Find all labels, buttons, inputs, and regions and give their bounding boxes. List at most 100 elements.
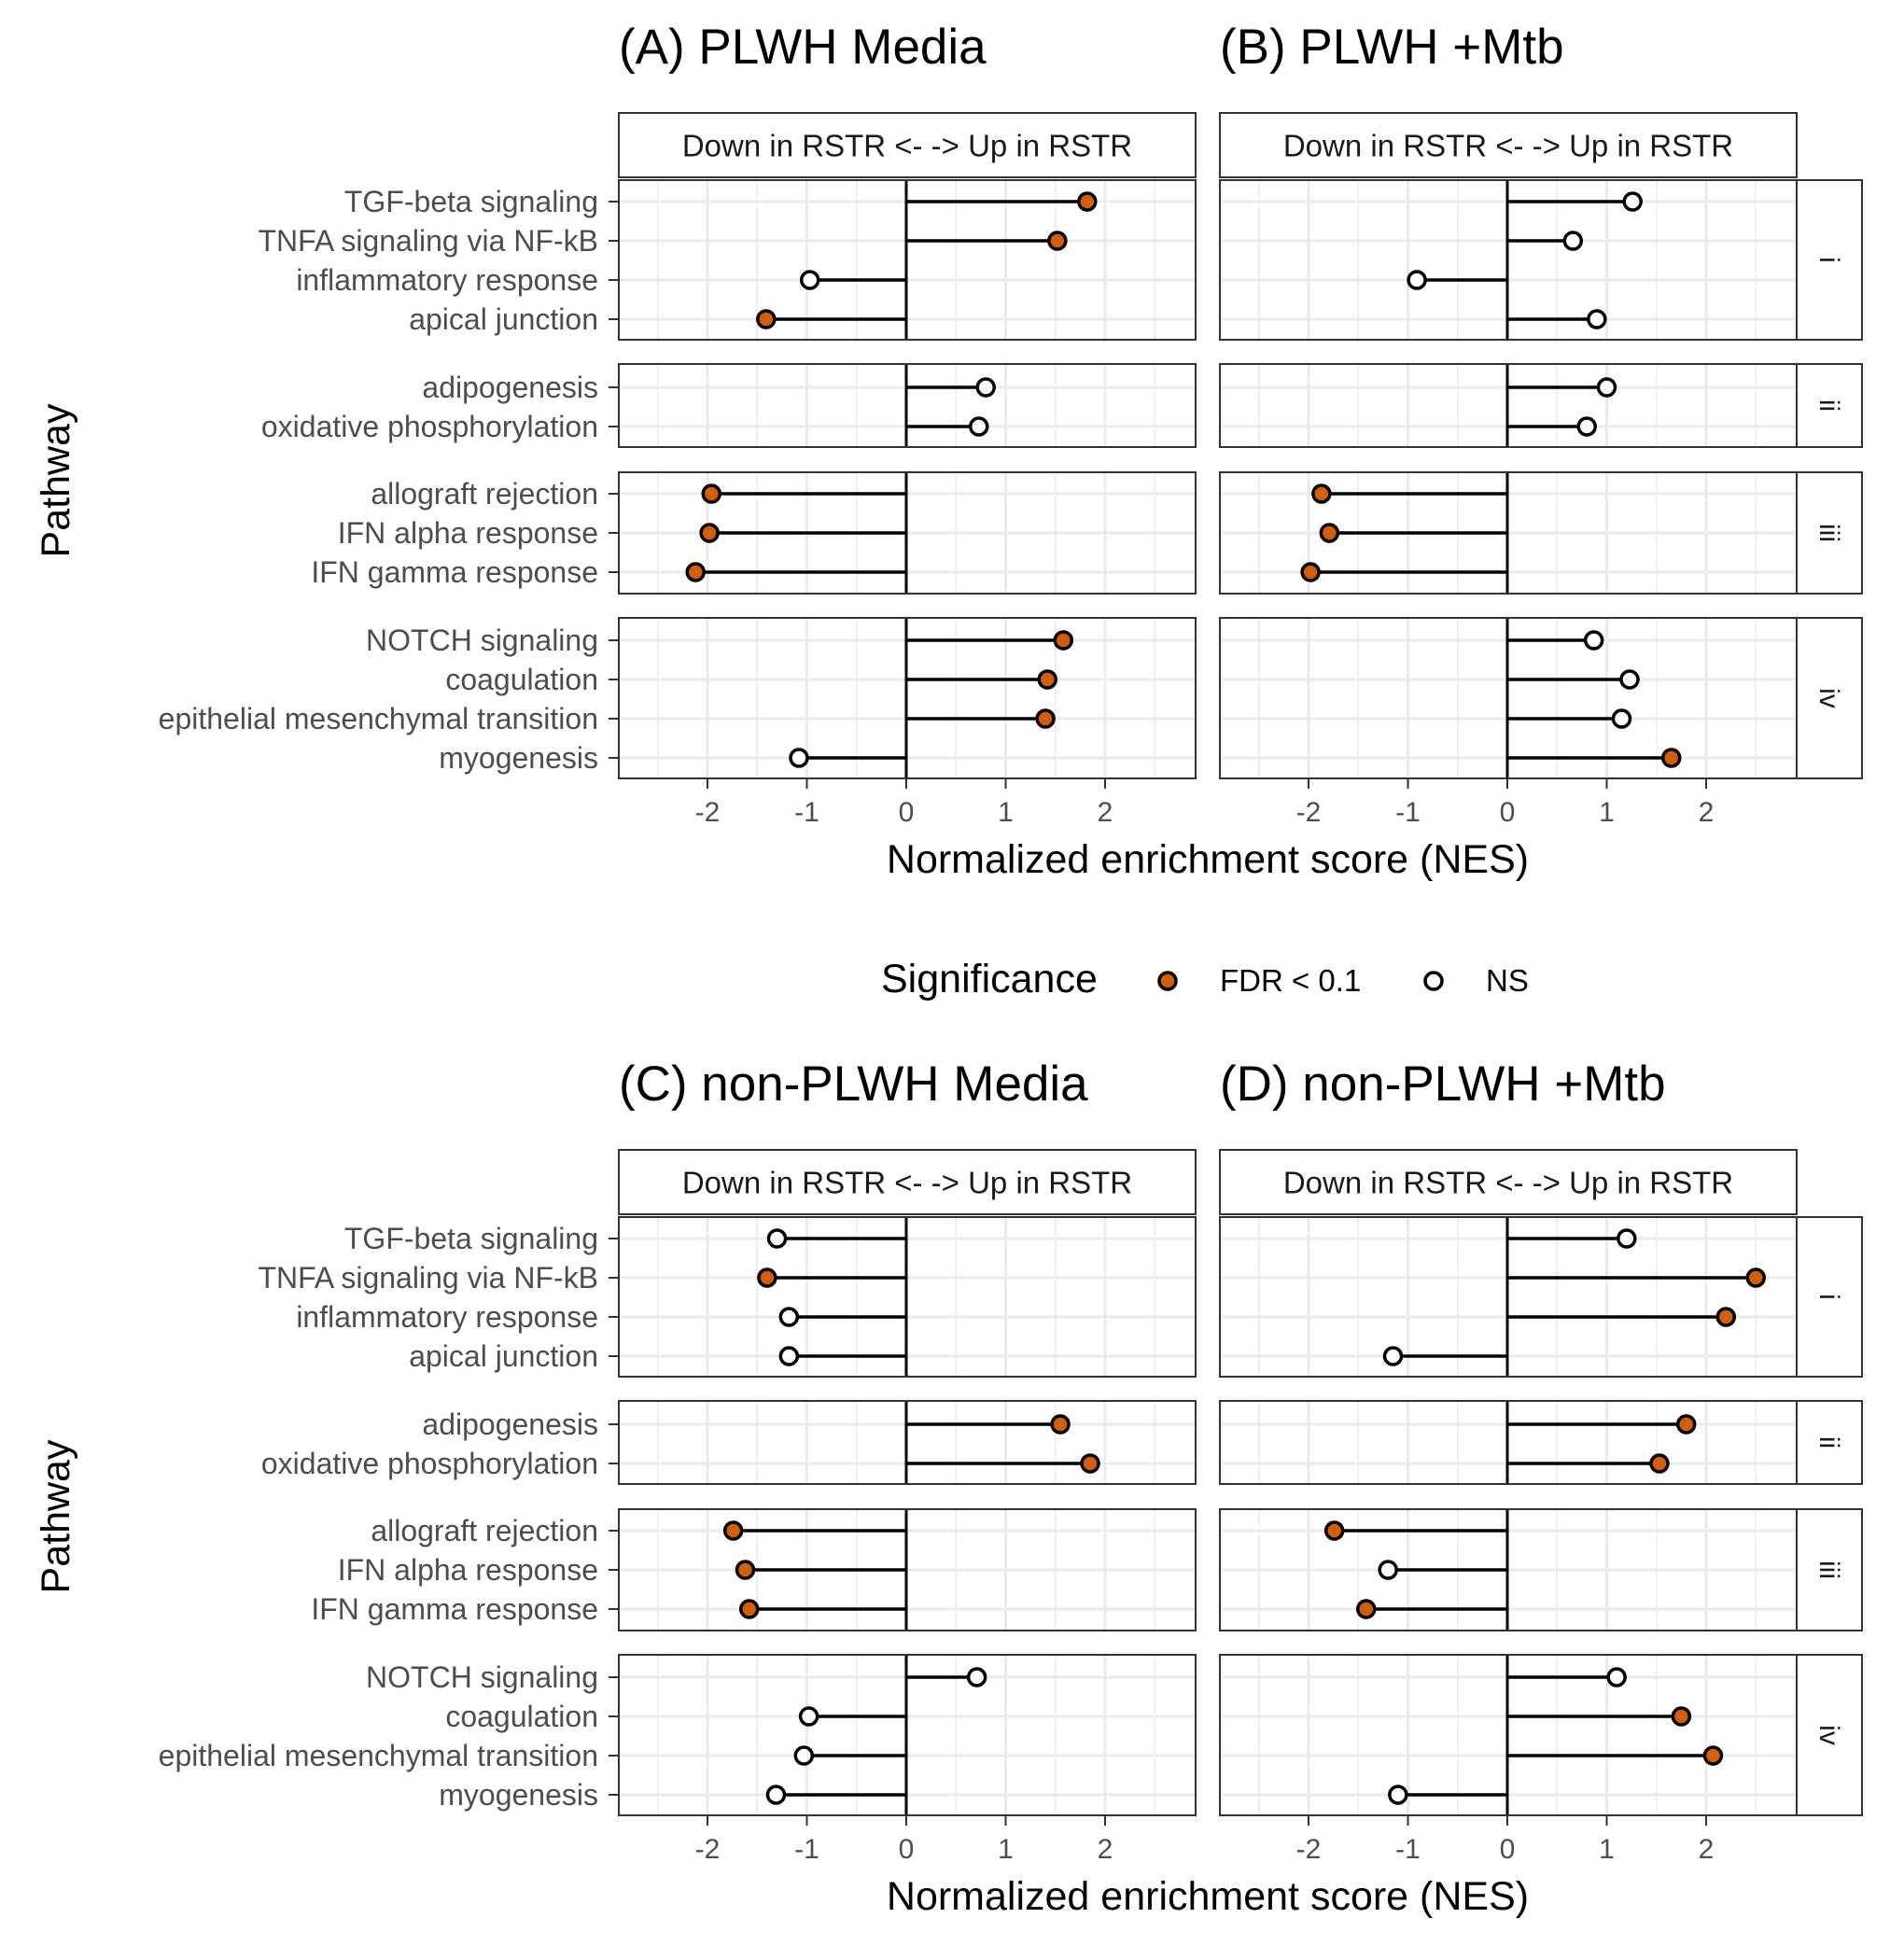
pathway-label: apical junction	[409, 1339, 598, 1373]
lollipop-point	[1675, 1414, 1697, 1435]
lollipop-point	[778, 1307, 800, 1327]
pathway-label: myogenesis	[439, 1778, 598, 1812]
x-tick-label: -2	[695, 797, 721, 828]
x-tick-label: -1	[1395, 1834, 1421, 1865]
lollipop-point	[757, 1267, 777, 1288]
facet-group-i: i	[1219, 179, 1863, 341]
strip-label: Down in RSTR <- -> Up in RSTR	[1283, 129, 1733, 163]
legend-key-significant	[1157, 971, 1178, 991]
x-tick-label: -1	[1395, 797, 1421, 828]
facet-group-iv: NOTCH signaling coagulation epithelial mes…	[159, 1654, 1197, 1816]
x-tick-label: 1	[998, 1834, 1014, 1865]
lollipop-point	[1077, 191, 1098, 212]
x-tick-label: 1	[1599, 1834, 1615, 1865]
pathway-label: TNFA signaling via NF-kB	[258, 224, 598, 258]
pathway-label: allograft rejection	[371, 1514, 598, 1547]
lollipop-point	[1587, 309, 1607, 329]
panel-4: (D) non-PLWH +Mtb Down in RSTR <- -> Up i…	[1219, 1057, 1863, 1865]
facet-group-ii: adipogenesis oxidative phosphorylation	[261, 363, 1197, 448]
lollipop-point	[778, 1346, 800, 1366]
lollipop-point	[701, 483, 722, 504]
lollipop-point	[699, 523, 720, 543]
facet-group-i: i	[1219, 1216, 1863, 1378]
lollipop-point	[1047, 231, 1068, 251]
lollipop-point	[1583, 630, 1604, 651]
legend-title: Significance	[881, 957, 1098, 1001]
facet-border	[618, 363, 1197, 448]
lollipop-point	[1617, 1228, 1637, 1249]
lollipop-point	[1080, 1453, 1100, 1474]
facet-strip	[1796, 1216, 1863, 1378]
lollipop-point	[756, 309, 777, 329]
facet-strip-label: iii	[1813, 1561, 1844, 1579]
facet-strip	[1796, 1508, 1863, 1631]
facet-group-iii: allograft rejection IFN alpha response IFN…	[311, 1508, 1197, 1631]
facet-group-iv: iv	[1219, 1654, 1863, 1816]
facet-group-iii: allograft rejection IFN alpha response IFN…	[311, 471, 1197, 595]
x-tick-label: 2	[1699, 797, 1715, 828]
pathway-label: TGF-beta signaling	[344, 185, 598, 218]
lollipop-point	[1745, 1267, 1766, 1288]
facet-strip-label: ii	[1813, 399, 1844, 412]
facet-strip	[1796, 471, 1863, 595]
lollipop-point	[1378, 1560, 1398, 1580]
lollipop-point	[1407, 270, 1427, 290]
pathway-label: IFN gamma response	[311, 1592, 598, 1626]
x-tick-label: 2	[1098, 797, 1113, 828]
pathway-label: NOTCH signaling	[366, 623, 598, 657]
facet-group-iii: iii	[1219, 1508, 1863, 1631]
lollipop-point	[966, 1667, 987, 1687]
lollipop-point	[799, 270, 820, 290]
strip-label: Down in RSTR <- -> Up in RSTR	[682, 1166, 1132, 1200]
lollipop-point	[1311, 483, 1332, 504]
lollipop-point	[798, 1706, 819, 1727]
facet-border	[618, 471, 1197, 595]
x-tick-label: -1	[794, 797, 819, 828]
facet-group-iv: NOTCH signaling coagulation epithelial mes…	[159, 617, 1197, 779]
x-tick-label: 0	[899, 797, 915, 828]
facet-strip-label: ii	[1813, 1436, 1844, 1449]
lollipop-point	[765, 1785, 787, 1805]
facet-group-i: TGF-beta signaling TNFA signaling via NF-…	[258, 1216, 1197, 1378]
lollipop-point	[1702, 1745, 1724, 1766]
lollipop-point	[1037, 669, 1057, 690]
strip-box	[618, 112, 1197, 178]
lollipop-point	[1035, 708, 1056, 729]
lollipop-point	[1323, 1520, 1345, 1541]
x-tick-label: 1	[1599, 797, 1615, 828]
panel-3: (C) non-PLWH Media Down in RSTR <- -> Up …	[34, 1057, 1529, 1919]
strip-label: Down in RSTR <- -> Up in RSTR	[1283, 1166, 1733, 1200]
lollipop-point	[1619, 669, 1640, 690]
strip-label: Down in RSTR <- -> Up in RSTR	[682, 129, 1132, 163]
facet-strip	[1796, 179, 1863, 341]
facet-strip-label: iv	[1813, 1725, 1844, 1745]
lollipop-point	[1715, 1307, 1737, 1327]
x-tick-label: 0	[1500, 797, 1516, 828]
facet-border	[618, 179, 1197, 341]
panel-1: (A) PLWH Media Down in RSTR <- -> Up in R…	[34, 20, 1529, 882]
pathway-label: oxidative phosphorylation	[261, 410, 598, 443]
facet-group-iv: iv	[1219, 617, 1863, 779]
pathway-label: oxidative phosphorylation	[261, 1447, 598, 1480]
y-axis-title: Pathway	[34, 1439, 78, 1593]
lollipop-point	[1356, 1599, 1377, 1619]
panel-title: (C) non-PLWH Media	[619, 1057, 1088, 1112]
lollipop-point	[685, 562, 706, 582]
pathway-label: TNFA signaling via NF-kB	[258, 1261, 598, 1295]
lollipop-point	[1319, 523, 1340, 543]
x-tick-label: -2	[695, 1834, 721, 1865]
lollipop-point	[793, 1745, 815, 1766]
facet-strip-label: i	[1813, 1294, 1844, 1300]
pathway-label: inflammatory response	[296, 263, 598, 297]
x-axis-title: Normalized enrichment score (NES)	[887, 837, 1529, 882]
facet-strip	[1796, 1400, 1863, 1485]
lollipop-point	[1382, 1346, 1404, 1366]
legend-key-ns	[1423, 971, 1444, 991]
x-tick-label: 0	[1500, 1834, 1516, 1865]
pathway-label: adipogenesis	[422, 1407, 598, 1441]
facet-strip-label: iii	[1813, 524, 1844, 542]
lollipop-point	[1611, 708, 1632, 729]
pathway-label: epithelial mesenchymal transition	[159, 702, 598, 735]
facet-border	[618, 1400, 1197, 1485]
